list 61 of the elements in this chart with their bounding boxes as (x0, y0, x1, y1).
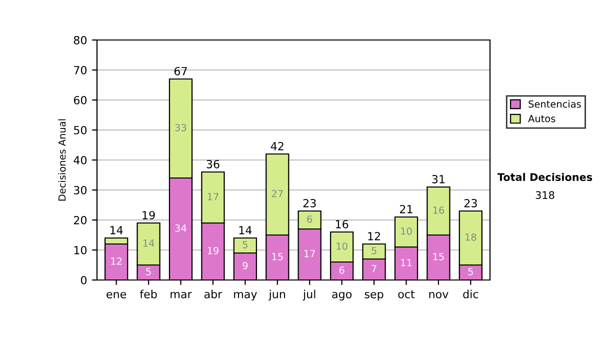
total-label: 21 (400, 204, 412, 214)
x-tick-label: feb (140, 290, 157, 298)
x-tick-label: ene (106, 292, 126, 298)
total-label: 42 (270, 142, 284, 150)
y-tick-label: 40 (74, 156, 87, 164)
y-tick-label: 0 (80, 276, 87, 284)
data-label: 11 (401, 259, 412, 266)
data-label: 17 (304, 250, 315, 258)
data-label: 5 (146, 268, 151, 276)
data-label: 27 (272, 190, 283, 198)
text: 318 (536, 191, 554, 200)
y-tick-label: 80 (74, 36, 87, 44)
data-label: 6 (307, 215, 312, 223)
x-tick-label: oct (398, 290, 415, 298)
data-label: 10 (336, 242, 348, 250)
data-label: 9 (242, 262, 248, 270)
data-label: 10 (401, 227, 412, 235)
data-label: 5 (242, 241, 248, 248)
legend-label: Sentencias (528, 100, 581, 108)
total-label: 14 (239, 226, 252, 234)
x-tick-label: ago (332, 292, 352, 300)
data-label: 12 (111, 257, 122, 265)
y-axis-title: Decisiones Anual (58, 119, 66, 201)
text: Total Decisiones (497, 172, 592, 182)
total-label: 36 (206, 160, 220, 168)
x-tick-label: jun (268, 290, 286, 300)
total-label: 14 (110, 226, 123, 234)
total-label: 23 (464, 198, 477, 208)
total-label: 16 (336, 220, 348, 228)
x-tick-label: may (234, 292, 257, 300)
data-label: 17 (208, 193, 218, 200)
total-label: 12 (368, 232, 380, 240)
data-label: 7 (372, 265, 376, 272)
y-tick-label: 20 (74, 216, 87, 224)
total-label: 31 (432, 174, 444, 184)
y-tick-label: 10 (74, 246, 87, 254)
data-label: 34 (175, 224, 186, 232)
x-tick-label: jul (302, 290, 316, 300)
y-tick-label: 60 (74, 96, 87, 104)
data-label: 14 (143, 240, 154, 247)
data-label: 6 (339, 266, 344, 274)
x-tick-label: dic (463, 290, 478, 298)
data-label: 16 (433, 206, 444, 214)
total-label: 19 (142, 210, 155, 220)
total-label: 67 (174, 66, 187, 76)
x-tick-label: mar (170, 292, 192, 298)
data-label: 19 (208, 246, 218, 254)
x-tick-label: abr (204, 290, 222, 298)
legend-label: Autos (528, 115, 556, 122)
y-tick-label: 30 (74, 186, 87, 194)
data-label: 15 (272, 253, 283, 260)
total-label: 23 (303, 198, 316, 208)
data-label: 5 (468, 268, 473, 276)
y-tick-label: 50 (74, 126, 87, 134)
x-tick-label: nov (429, 292, 448, 298)
y-tick-label: 70 (74, 66, 87, 74)
data-label: 18 (466, 233, 476, 241)
data-label: 33 (175, 124, 186, 132)
data-label: 5 (372, 247, 376, 254)
x-tick-label: sep (364, 292, 384, 300)
data-label: 15 (433, 253, 444, 260)
